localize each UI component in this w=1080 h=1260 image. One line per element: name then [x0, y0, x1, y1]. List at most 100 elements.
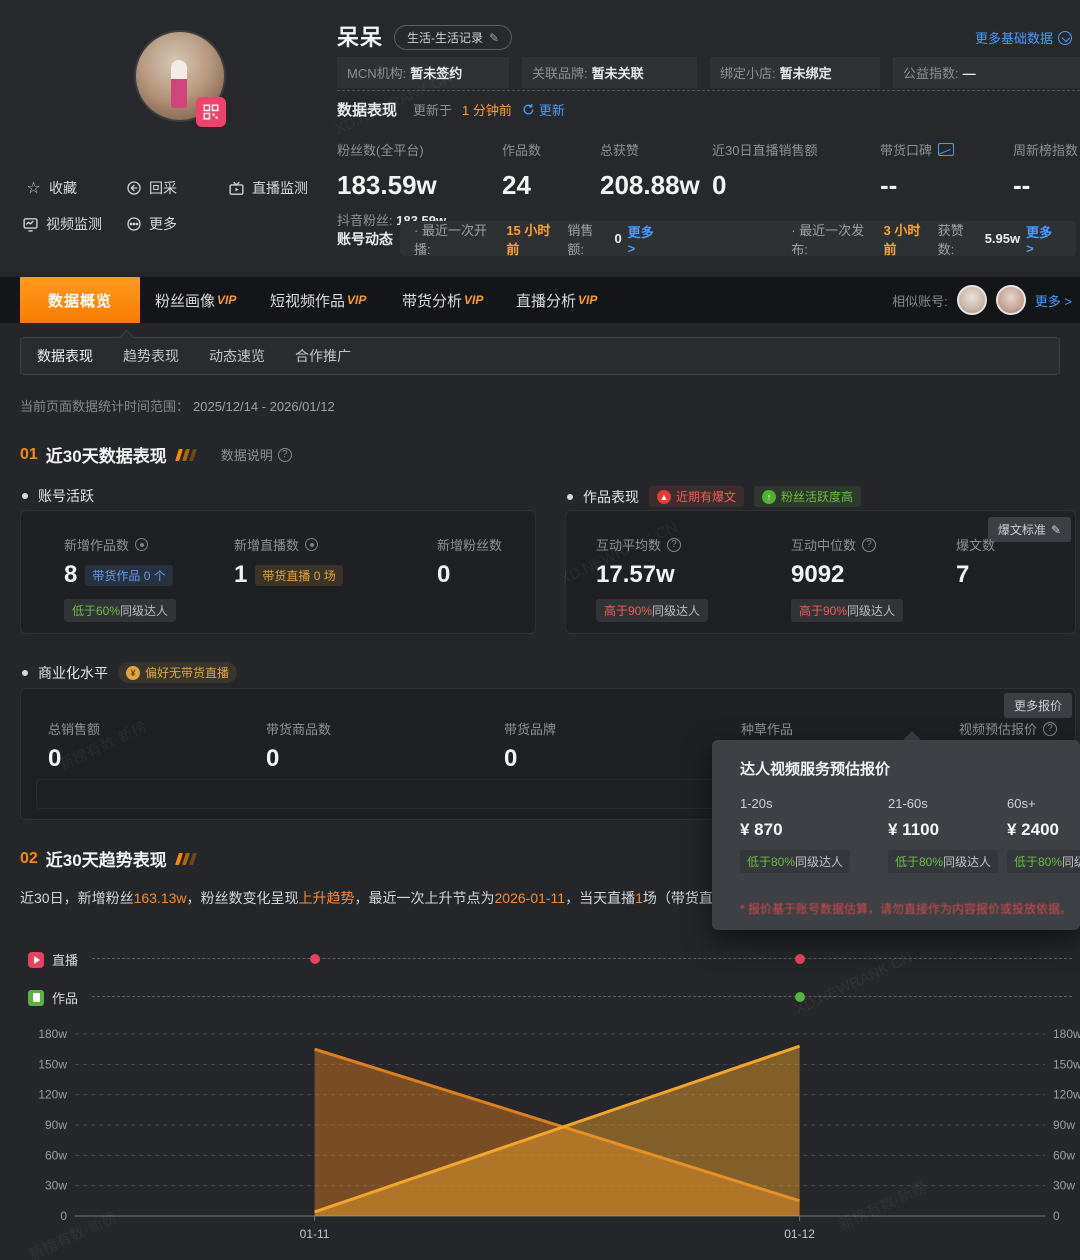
- burst-standard-button[interactable]: 爆文标准 ✎: [987, 517, 1071, 542]
- more-actions-label: 更多: [149, 216, 177, 232]
- category-tag[interactable]: 生活-生活记录 ✎: [394, 25, 513, 50]
- data-note-link[interactable]: 数据说明?: [221, 445, 292, 464]
- activity-label: 账号动态: [337, 231, 393, 247]
- arrow-up-icon: ↑: [762, 489, 777, 504]
- quote-disclaimer: * 报价基于账号数据估算，请勿直接作为内容报价或投放依据。: [740, 902, 1073, 916]
- date-range: 当前页面数据统计时间范围： 2025/12/14 - 2026/01/12: [20, 399, 335, 414]
- similar-avatar-1[interactable]: [956, 285, 987, 315]
- commerce-pref-badge: ¥ 偏好无带货直播: [118, 662, 238, 683]
- recollect-label: 回采: [149, 180, 177, 196]
- date-range-value: 2025/12/14 - 2026/01/12: [193, 399, 335, 414]
- works-legend: 作品: [28, 988, 78, 1007]
- category-tag-label: 生活-生活记录: [407, 31, 483, 45]
- dashed-line: [92, 958, 1072, 959]
- live-more-link[interactable]: 更多 >: [627, 224, 654, 256]
- bullet-icon: [22, 669, 28, 676]
- last-post-prefix: · 最近一次发布:: [791, 222, 865, 257]
- vip-badge: VIP: [347, 293, 367, 307]
- total-sales-value: 0: [48, 745, 62, 772]
- edit-icon: ✎: [1050, 522, 1061, 537]
- similar-avatar-2[interactable]: [995, 285, 1026, 315]
- trend-chart: 0 0 30w 30w 60w 60w 90w 90w 120w 120w 150w 150w 180w…: [38, 1027, 1080, 1241]
- subtab-dynamics[interactable]: 动态速览: [209, 348, 265, 364]
- last-live-prefix: · 最近一次开播:: [414, 222, 487, 257]
- svg-text:90w: 90w: [1053, 1118, 1075, 1132]
- similar-more-link[interactable]: 更多 >: [1034, 293, 1072, 309]
- live-monitor-label: 直播监测: [252, 180, 308, 196]
- help-icon[interactable]: ?: [667, 537, 682, 552]
- avatar: [134, 30, 226, 122]
- median-interaction-label: 互动中位数: [791, 538, 857, 553]
- median-interaction-value: 9092: [791, 561, 845, 588]
- tab-data-overview[interactable]: 数据概览: [20, 277, 140, 323]
- tab-live-analysis[interactable]: 直播分析 VIP: [516, 292, 598, 310]
- trend-chart-icon[interactable]: [938, 143, 955, 156]
- tab-short-video[interactable]: 短视频作品 VIP: [270, 292, 367, 310]
- svg-text:60w: 60w: [1053, 1148, 1075, 1162]
- updated-time: 1 分钟前: [462, 103, 512, 118]
- similar-accounts-label: 相似账号:: [892, 293, 948, 309]
- section2-title: 02 近30天趋势表现: [20, 846, 197, 871]
- works-doc-icon: [28, 989, 44, 1006]
- post-more-link[interactable]: 更多 >: [1026, 224, 1053, 256]
- coin-icon: ¥: [126, 665, 140, 680]
- burst-count-label: 爆文数: [956, 538, 996, 553]
- refresh-button[interactable]: 更新: [522, 100, 565, 119]
- charity-field: 公益指数: —: [893, 57, 1080, 88]
- more-quotes-button[interactable]: 更多报价: [1003, 693, 1072, 718]
- svg-text:180w: 180w: [38, 1027, 67, 1041]
- subtab-cooperation[interactable]: 合作推广: [295, 348, 351, 364]
- help-icon[interactable]: ?: [862, 537, 877, 552]
- favorite-button[interactable]: ☆ 收藏: [25, 178, 77, 198]
- qr-code-badge[interactable]: [196, 97, 226, 127]
- likes-value: 5.95w: [984, 231, 1021, 246]
- vip-badge: VIP: [464, 293, 484, 307]
- likes-label: 获赞数:: [937, 222, 964, 257]
- avatar-figure: [171, 60, 188, 109]
- event-dot: [794, 992, 805, 1002]
- seeding-works-label: 种草作品: [741, 722, 794, 737]
- slashes-icon: [174, 852, 197, 865]
- subtab-data[interactable]: 数据表现: [37, 348, 93, 364]
- help-icon[interactable]: ?: [277, 447, 292, 462]
- bullet-icon: [22, 493, 28, 499]
- live-play-icon: [28, 951, 44, 968]
- tab-ecom-analysis[interactable]: 带货分析 VIP: [402, 292, 484, 310]
- edit-icon[interactable]: ✎: [489, 30, 500, 45]
- svg-text:180w: 180w: [1053, 1027, 1080, 1041]
- svg-text:01-12: 01-12: [784, 1227, 815, 1241]
- live-monitor-icon: [228, 180, 245, 197]
- slashes-icon: [174, 448, 197, 461]
- more-basic-data-link[interactable]: 更多基础数据: [975, 28, 1072, 47]
- eye-icon[interactable]: [305, 538, 319, 551]
- dashed-line: [92, 996, 1072, 997]
- more-basic-data-label: 更多基础数据: [974, 31, 1053, 46]
- live-monitor-button[interactable]: 直播监测: [228, 178, 308, 198]
- video-monitor-label: 视频监测: [46, 216, 102, 232]
- new-lives-label: 新增直播数: [234, 538, 300, 553]
- video-quote-popup: 达人视频服务预估报价 1-20s ¥ 870 低于80%同级达人 21-60s …: [712, 740, 1080, 930]
- live-legend: 直播: [28, 950, 78, 969]
- help-icon[interactable]: ?: [1043, 721, 1058, 736]
- video-monitor-button[interactable]: 视频监测: [22, 214, 102, 234]
- svg-text:150w: 150w: [1053, 1057, 1080, 1071]
- subtab-trend[interactable]: 趋势表现: [123, 348, 179, 364]
- live-marker-row: 直播: [0, 950, 1080, 968]
- similar-accounts: 相似账号: 更多 >: [892, 277, 1072, 323]
- new-works-rank-tag: 低于60%同级达人: [64, 599, 177, 622]
- tab-fans-portrait[interactable]: 粉丝画像 VIP: [155, 292, 237, 310]
- recollect-button[interactable]: 回采: [125, 178, 177, 198]
- new-works-label: 新增作品数: [64, 538, 130, 553]
- works-performance-card: 爆文标准 ✎ 互动平均数? 17.57w 高于90%同级达人 互动中位数? 909…: [565, 510, 1076, 634]
- updated-prefix: 更新于: [413, 103, 453, 118]
- mcn-field: MCN机构: 暂未签约: [337, 57, 509, 88]
- more-actions-button[interactable]: 更多: [125, 214, 177, 234]
- account-name: 呆呆: [337, 25, 384, 50]
- caret-notch: [118, 329, 135, 346]
- eye-icon[interactable]: [135, 538, 149, 551]
- quote-rank-tag: 低于80%同级达人: [1007, 850, 1080, 873]
- svg-text:30w: 30w: [1053, 1179, 1075, 1193]
- chevron-down-circle-icon: [1058, 30, 1072, 45]
- sub-tab-bar: 数据表现 趋势表现 动态速览 合作推广: [20, 329, 1060, 375]
